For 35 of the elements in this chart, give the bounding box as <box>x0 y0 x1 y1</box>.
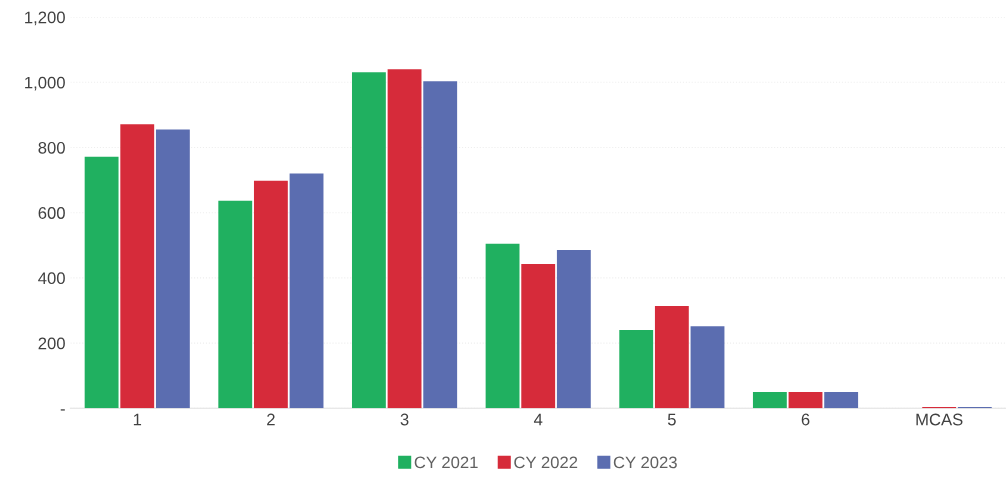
bar <box>253 180 288 409</box>
y-tick-label: - <box>60 409 65 411</box>
legend-label: CY 2023 <box>613 456 677 469</box>
bar <box>351 72 386 409</box>
bar <box>289 173 324 409</box>
bar <box>120 124 155 409</box>
bar <box>485 243 520 409</box>
x-tick-label: 2 <box>267 413 275 426</box>
bar <box>155 129 190 409</box>
y-tick-label: 800 <box>38 141 65 154</box>
y-tick-label: 1,000 <box>25 76 65 91</box>
y-tick-label: 1,200 <box>25 11 65 26</box>
bar <box>654 305 689 409</box>
x-tick-label: MCAS <box>916 413 963 426</box>
y-tick-label: 600 <box>38 207 65 219</box>
x-tick-label: 4 <box>533 413 543 426</box>
bar <box>752 392 787 409</box>
bar <box>84 156 119 409</box>
bar <box>619 330 654 409</box>
x-tick-label: 5 <box>667 413 676 426</box>
x-tick-label: 6 <box>801 413 810 426</box>
y-tick-label: 200 <box>38 337 65 350</box>
legend-label: CY 2021 <box>414 456 478 469</box>
y-tick-label: 400 <box>38 272 65 285</box>
bar <box>690 326 725 409</box>
bar <box>556 249 591 409</box>
bar <box>387 69 422 409</box>
bar <box>788 392 823 409</box>
bar <box>521 263 556 409</box>
x-tick-label: 3 <box>400 413 409 426</box>
bar <box>423 81 458 409</box>
bar <box>824 392 859 409</box>
bar <box>218 200 253 409</box>
x-tick-label: 1 <box>133 413 142 426</box>
legend-label: CY 2022 <box>514 456 578 469</box>
